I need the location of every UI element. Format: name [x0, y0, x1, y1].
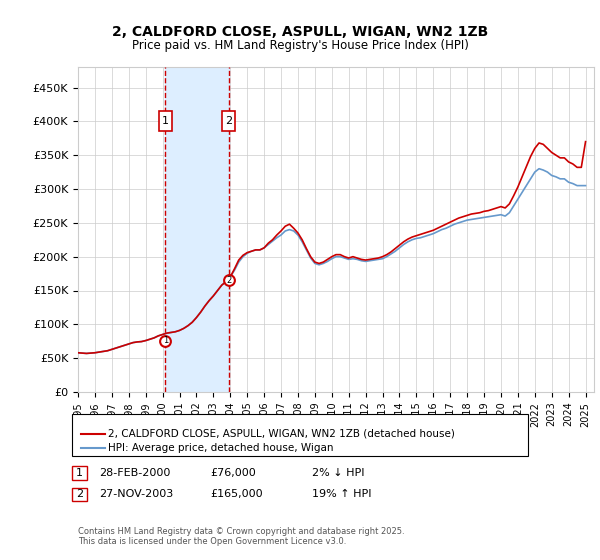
Text: £165,000: £165,000 — [210, 489, 263, 500]
Text: Price paid vs. HM Land Registry's House Price Index (HPI): Price paid vs. HM Land Registry's House … — [131, 39, 469, 52]
Point — [224, 276, 233, 285]
Text: Contains HM Land Registry data © Crown copyright and database right 2025.
This d: Contains HM Land Registry data © Crown c… — [78, 526, 404, 546]
Text: 2, CALDFORD CLOSE, ASPULL, WIGAN, WN2 1ZB (detached house): 2, CALDFORD CLOSE, ASPULL, WIGAN, WN2 1Z… — [108, 429, 455, 439]
Text: £76,000: £76,000 — [210, 468, 256, 478]
Text: 2% ↓ HPI: 2% ↓ HPI — [312, 468, 365, 478]
Text: HPI: Average price, detached house, Wigan: HPI: Average price, detached house, Wiga… — [108, 443, 334, 453]
Text: 1: 1 — [162, 116, 169, 127]
Text: 19% ↑ HPI: 19% ↑ HPI — [312, 489, 371, 500]
Text: 2: 2 — [76, 489, 83, 500]
Text: 1: 1 — [76, 468, 83, 478]
Text: 2, CALDFORD CLOSE, ASPULL, WIGAN, WN2 1ZB: 2, CALDFORD CLOSE, ASPULL, WIGAN, WN2 1Z… — [112, 25, 488, 39]
Bar — [166, 67, 229, 392]
FancyBboxPatch shape — [222, 111, 235, 132]
FancyBboxPatch shape — [158, 111, 172, 132]
Text: 2: 2 — [225, 116, 232, 127]
Point — [161, 336, 170, 345]
Text: 27-NOV-2003: 27-NOV-2003 — [99, 489, 173, 500]
Text: 28-FEB-2000: 28-FEB-2000 — [99, 468, 170, 478]
Text: 1: 1 — [163, 336, 168, 345]
Text: 2: 2 — [226, 276, 231, 285]
